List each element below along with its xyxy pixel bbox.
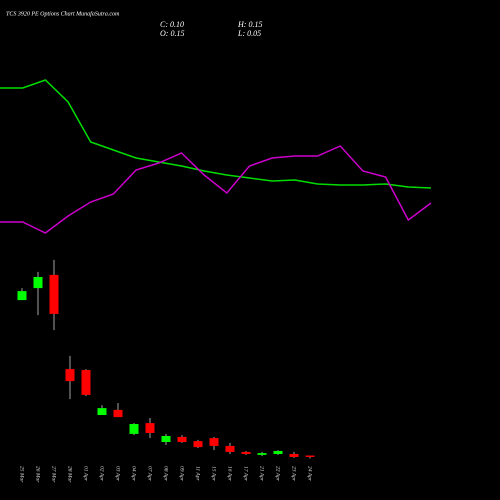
- x-tick-label: 27 Mar: [51, 466, 57, 483]
- candle-body: [49, 274, 59, 314]
- x-tick-label: 04 Apr: [131, 466, 138, 482]
- x-tick-label: 16 Apr: [227, 466, 233, 482]
- candle-body: [17, 291, 27, 301]
- x-tick-label: 21 Apr: [259, 466, 265, 482]
- x-tick-label: 17 Apr: [243, 466, 249, 482]
- candle-body: [241, 451, 251, 454]
- candle-body: [113, 409, 123, 418]
- x-tick-label: 07 Apr: [147, 466, 153, 482]
- x-tick-label: 25 Mar: [19, 466, 25, 483]
- candle-body: [65, 369, 75, 382]
- x-tick-label: 09 Apr: [179, 466, 185, 482]
- x-tick-label: 01 Apr: [83, 466, 89, 482]
- indicator-line: [0, 79, 432, 189]
- candle-body: [161, 436, 171, 442]
- chart-title: TCS 3920 PE Options Chart MunafaSutra.co…: [6, 10, 120, 17]
- close-label: C: 0.10: [160, 20, 184, 29]
- x-tick-label: 23 Apr: [291, 466, 297, 482]
- candle-body: [81, 370, 91, 395]
- candle-body: [129, 424, 139, 434]
- x-tick-label: 26 Mar: [35, 466, 41, 483]
- x-tick-label: 11 Apr: [195, 466, 201, 481]
- high-label: H: 0.15: [237, 20, 262, 29]
- x-tick-label: 15 Apr: [211, 466, 217, 482]
- candle-body: [177, 436, 187, 442]
- open-label: O: 0.15: [160, 29, 184, 38]
- candle-body: [257, 453, 267, 455]
- x-tick-label: 03 Apr: [115, 466, 121, 482]
- candle-body: [289, 454, 299, 457]
- candle-body: [145, 423, 155, 433]
- x-tick-label: 02 Apr: [99, 466, 105, 482]
- indicator-line: [0, 145, 432, 234]
- x-tick-label: 22 Apr: [275, 466, 281, 482]
- x-tick-label: 24 Apr: [307, 466, 314, 482]
- candle-body: [225, 445, 235, 452]
- low-label: L: 0.05: [237, 29, 261, 38]
- candle-body: [209, 438, 219, 446]
- candle-body: [193, 441, 203, 448]
- x-tick-label: 08 Apr: [163, 466, 169, 482]
- x-tick-label: 28 Mar: [67, 466, 73, 483]
- candle-body: [305, 455, 315, 457]
- candle-body: [273, 451, 283, 454]
- candle-body: [33, 277, 43, 289]
- candle-body: [97, 408, 107, 415]
